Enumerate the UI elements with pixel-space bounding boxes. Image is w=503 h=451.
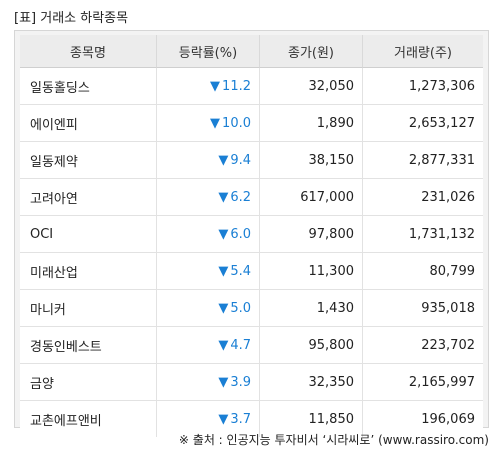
table-body: 일동홀딩스 ▼ 11.2 32,050 1,273,306 에이엔피 ▼ 10.0 1,890 2… — [20, 68, 483, 437]
volume-cell: 2,877,331 — [363, 142, 483, 179]
change-rate-cell: ▼ 3.7 — [157, 401, 260, 437]
change-rate-cell: ▼ 5.4 — [157, 253, 260, 290]
stock-name-cell: 일동홀딩스 — [20, 68, 157, 105]
change-rate-cell: ▼ 6.0 — [157, 216, 260, 253]
volume-cell: 196,069 — [421, 411, 475, 427]
stock-name-cell: 미래산업 — [20, 253, 157, 290]
stock-name-cell: 고려아연 — [20, 179, 157, 216]
change-rate-cell: ▼ 10.0 — [157, 105, 260, 142]
volume-cell: 1,731,132 — [363, 216, 483, 253]
change-rate-value: 5.0 — [230, 300, 251, 316]
volume-cell: 935,018 — [363, 290, 483, 327]
volume-cell: 2,653,127 — [363, 105, 483, 142]
stock-name-cell: 일동제약 — [20, 142, 157, 179]
column-header-name: 종목명 — [20, 35, 157, 68]
down-triangle-icon: ▼ — [218, 374, 229, 390]
down-triangle-icon: ▼ — [218, 300, 229, 316]
source-note: ※ 출처 : 인공지능 투자비서 ‘시라씨로’ (www.rassiro.com… — [178, 433, 489, 447]
down-triangle-icon: ▼ — [218, 226, 229, 242]
table-row: 일동제약 ▼ 9.4 38,150 2,877,331 — [20, 142, 483, 179]
volume-cell: 80,799 — [363, 253, 483, 290]
volume-cell: 1,273,306 — [363, 68, 483, 105]
stock-table-frame: 종목명 등락률(%) 종가(원) 거래량(주) 일동홀딩스 ▼ 11.2 32,050… — [14, 30, 489, 437]
change-rate-cell: ▼ 9.4 — [157, 142, 260, 179]
close-price-cell: 32,050 — [260, 68, 363, 105]
change-rate-value: 4.7 — [230, 337, 251, 353]
stock-name-cell: 마니커 — [20, 290, 157, 327]
down-triangle-icon: ▼ — [210, 115, 221, 131]
close-price-cell: 32,350 — [260, 364, 363, 401]
close-price-cell: 97,800 — [260, 216, 363, 253]
change-rate-value: 3.9 — [230, 374, 251, 390]
stock-name-cell: 교촌에프앤비 — [20, 401, 157, 437]
change-rate-value: 9.4 — [230, 152, 251, 168]
change-rate-cell: ▼ 5.0 — [157, 290, 260, 327]
change-rate-cell: ▼ 11.2 — [157, 68, 260, 105]
stock-name-cell: 경동인베스트 — [20, 327, 157, 364]
down-triangle-icon: ▼ — [218, 337, 229, 353]
column-header-volume: 거래량(주) — [363, 35, 483, 68]
close-price-cell: 11,850 — [260, 401, 363, 437]
down-triangle-icon: ▼ — [218, 263, 229, 279]
change-rate-cell: ▼ 4.7 — [157, 327, 260, 364]
column-header-close: 종가(원) — [260, 35, 363, 68]
change-rate-value: 11.2 — [222, 78, 251, 94]
volume-cell: 2,165,997 — [363, 364, 483, 401]
stock-name-cell: 에이엔피 — [20, 105, 157, 142]
down-triangle-icon: ▼ — [218, 411, 229, 427]
page-title: [표] 거래소 하락종목 — [14, 11, 129, 26]
stock-name-cell: 금양 — [20, 364, 157, 401]
close-price-cell: 1,430 — [260, 290, 363, 327]
stock-table: 종목명 등락률(%) 종가(원) 거래량(주) 일동홀딩스 ▼ 11.2 32,050… — [20, 35, 483, 437]
change-rate-value: 3.7 — [230, 411, 251, 427]
table-row: 미래산업 ▼ 5.4 11,300 80,799 — [20, 253, 483, 290]
table-row: 교촌에프앤비 ▼ 3.7 11,850 196,069 — [20, 401, 483, 437]
table-row: 마니커 ▼ 5.0 1,430 935,018 — [20, 290, 483, 327]
close-price-cell: 38,150 — [260, 142, 363, 179]
down-triangle-icon: ▼ — [218, 189, 229, 205]
volume-cell: 231,026 — [363, 179, 483, 216]
down-triangle-icon: ▼ — [210, 78, 221, 94]
table-header-row: 종목명 등락률(%) 종가(원) 거래량(주) — [20, 35, 483, 68]
volume-cell: 223,702 — [363, 327, 483, 364]
table-row: 에이엔피 ▼ 10.0 1,890 2,653,127 — [20, 105, 483, 142]
change-rate-cell: ▼ 3.9 — [157, 364, 260, 401]
change-rate-value: 5.4 — [230, 263, 251, 279]
close-price-cell: 95,800 — [260, 327, 363, 364]
table-row: OCI ▼ 6.0 97,800 1,731,132 — [20, 216, 483, 253]
close-price-cell: 1,890 — [260, 105, 363, 142]
table-row: 고려아연 ▼ 6.2 617,000 231,026 — [20, 179, 483, 216]
table-row: 금양 ▼ 3.9 32,350 2,165,997 — [20, 364, 483, 401]
column-header-rate: 등락률(%) — [157, 35, 260, 68]
down-triangle-icon: ▼ — [218, 152, 229, 168]
close-price-cell: 11,300 — [260, 253, 363, 290]
change-rate-value: 6.0 — [230, 226, 251, 242]
stock-name-cell: OCI — [20, 216, 157, 253]
change-rate-value: 10.0 — [222, 115, 251, 131]
table-row: 경동인베스트 ▼ 4.7 95,800 223,702 — [20, 327, 483, 364]
close-price-cell: 617,000 — [260, 179, 363, 216]
table-row: 일동홀딩스 ▼ 11.2 32,050 1,273,306 — [20, 68, 483, 105]
change-rate-value: 6.2 — [230, 189, 251, 205]
change-rate-cell: ▼ 6.2 — [157, 179, 260, 216]
